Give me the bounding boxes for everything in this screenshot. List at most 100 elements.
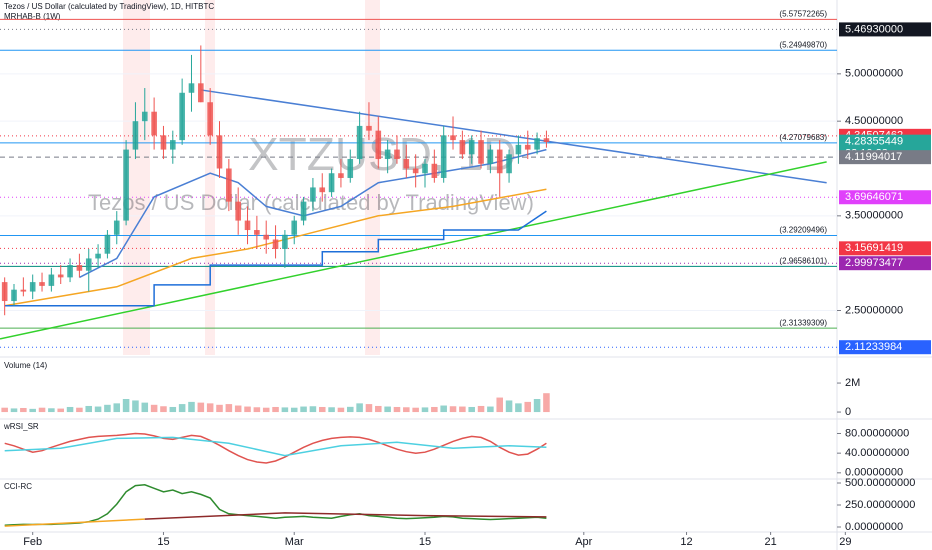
volume-bar: [122, 399, 130, 413]
candle-body: [356, 125, 363, 160]
candle-body: [394, 149, 400, 160]
level-label: (2.96586101): [779, 257, 827, 266]
price-tag: [839, 150, 931, 165]
price-tag-label: 2.99973477: [845, 257, 903, 269]
y-tick-label: 250.00000000: [845, 499, 915, 511]
volume-bar: [533, 399, 541, 413]
candle-body: [487, 149, 494, 164]
volume-bar: [477, 405, 485, 413]
volume-bar: [487, 406, 494, 413]
candle-body: [254, 230, 260, 235]
candle-body: [20, 289, 27, 292]
pane-title: wRSI_SR: [3, 422, 39, 431]
x-tick-label: Feb: [23, 536, 42, 548]
y-tick-label: 5.00000000: [845, 68, 903, 80]
volume-bar: [104, 404, 111, 413]
volume-bar: [403, 407, 410, 413]
candle-body: [403, 159, 410, 169]
y-tick-label: 0: [845, 406, 851, 418]
price-tag-label: 2.11233984: [845, 341, 902, 353]
volume-bar: [290, 407, 298, 413]
volume-bar: [85, 405, 93, 413]
candle-body: [347, 159, 354, 178]
x-tick-label: 21: [764, 536, 776, 548]
candle-body: [440, 135, 447, 178]
volume-bar: [253, 407, 261, 413]
volume-bar: [524, 401, 532, 413]
candle-body: [450, 135, 456, 141]
candle-body: [431, 163, 438, 178]
price-tag-label: 5.46930000: [845, 23, 903, 35]
price-tag: [839, 256, 931, 271]
series-line: [4, 484, 547, 526]
volume-bar: [38, 407, 46, 413]
candle-body: [226, 168, 232, 202]
series-line: [4, 436, 547, 457]
price-tag: [839, 340, 931, 355]
candle-body: [496, 149, 503, 174]
level-label: (4.27079683): [779, 133, 827, 142]
volume-bar: [225, 404, 233, 413]
volume-bar: [281, 407, 289, 413]
volume-bar: [29, 408, 36, 413]
candle-body: [478, 140, 484, 164]
volume-bar: [365, 404, 373, 413]
candle-body: [534, 138, 540, 150]
candle-body: [300, 201, 307, 221]
candle-body: [319, 187, 326, 193]
candle-body: [188, 83, 195, 93]
candle-body: [263, 234, 270, 240]
volume-bar: [496, 397, 503, 413]
candle-body: [272, 239, 279, 249]
candle-body: [459, 140, 466, 155]
candle-body: [384, 149, 391, 160]
candle-body: [11, 289, 17, 302]
volume-bar: [412, 407, 419, 413]
candle-body: [506, 154, 512, 174]
candle-body: [366, 125, 372, 131]
volume-bar: [356, 403, 363, 413]
volume-bar: [141, 402, 149, 413]
x-tick-label: Apr: [575, 536, 592, 548]
volume-bar: [197, 402, 205, 413]
candle-body: [338, 173, 344, 178]
level-label: (5.57572265): [779, 9, 827, 18]
volume-bar: [20, 407, 27, 413]
volume-bar: [272, 406, 279, 413]
volume-bar: [468, 406, 475, 413]
volume-bar: [505, 400, 513, 413]
candle-body: [85, 258, 92, 271]
candle-body: [132, 121, 139, 150]
trendline: [200, 89, 827, 184]
chart-title: Tezos / US Dollar (calculated by Trading…: [4, 2, 214, 11]
volume-bar: [188, 401, 195, 413]
candle-body: [515, 144, 522, 155]
volume-bar: [48, 408, 55, 413]
candle-body: [422, 163, 428, 174]
volume-bar: [206, 403, 214, 413]
series-line: [4, 210, 547, 307]
pane-title: CCI-RC: [4, 482, 32, 491]
volume-bar: [384, 406, 391, 413]
volume-bar: [262, 407, 270, 413]
candle-body: [328, 173, 335, 193]
y-tick-label: 2M: [845, 377, 860, 389]
volume-bar: [244, 406, 251, 413]
volume-bar: [160, 406, 167, 413]
level-label: (3.29209496): [779, 226, 827, 235]
candle-body: [468, 140, 475, 155]
candle-body: [244, 220, 251, 231]
y-tick-label: 40.00000000: [845, 447, 909, 459]
x-tick-label: 12: [680, 536, 692, 548]
price-tag: [839, 190, 931, 205]
candle-body: [207, 102, 213, 136]
candle-body: [67, 265, 73, 278]
volume-bar: [66, 406, 74, 413]
volume-bar: [178, 404, 186, 413]
candle-body: [48, 274, 55, 286]
y-tick-label: 4.50000000: [845, 115, 903, 127]
price-tag-label: 4.28355449: [845, 136, 903, 148]
candle-body: [170, 140, 176, 150]
series-line: [4, 432, 547, 464]
